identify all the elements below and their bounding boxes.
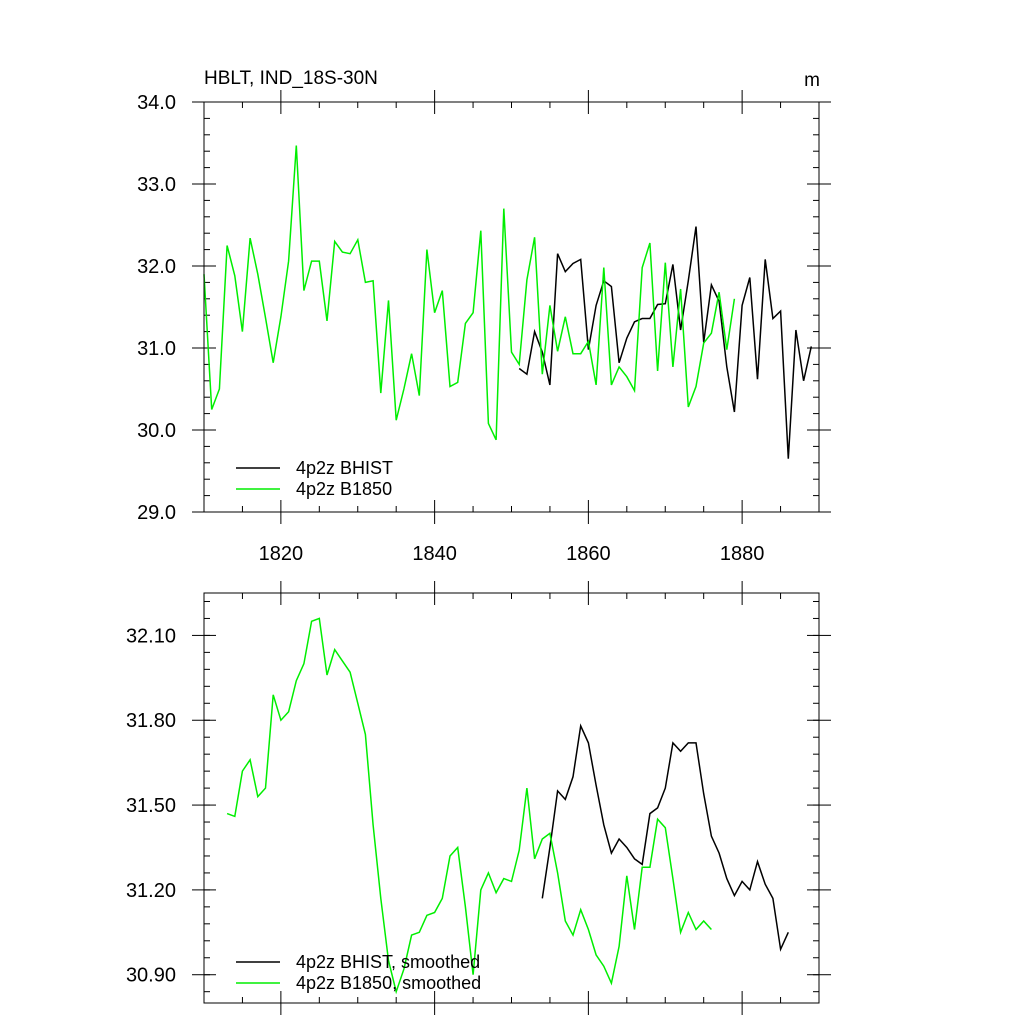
legend-label: 4p2z B1850 — [296, 479, 392, 499]
bottom-chart-panel: 30.90 31.20 31.50 31.80 32.10 4p2z BHIST, sm… — [126, 581, 831, 1015]
x-tick-label: 1880 — [720, 543, 765, 565]
bottom-chart-ticks: 30.90 31.20 31.50 31.80 32.10 — [126, 581, 831, 1015]
legend-label: 4p2z B1850, smoothed — [296, 973, 481, 993]
y-tick-label: 32.10 — [126, 625, 176, 647]
bottom-chart-series — [226, 617, 789, 995]
y-tick-label: 30.90 — [126, 965, 176, 987]
y-tick-label: 31.50 — [126, 795, 176, 817]
y-tick-label: 32.0 — [137, 256, 176, 278]
y-tick-label: 30.0 — [137, 420, 176, 442]
x-tick-label: 1840 — [412, 543, 457, 565]
y-tick-label: 31.0 — [137, 338, 176, 360]
y-tick-label: 29.0 — [137, 502, 176, 524]
series-line-bhist — [518, 226, 813, 459]
y-tick-label: 33.0 — [137, 174, 176, 196]
top-chart-ticks: 29.0 30.0 31.0 32.0 33.0 34.0 1820 1840 1860 1880 — [137, 90, 831, 565]
x-tick-label: 1820 — [259, 543, 304, 565]
legend-label: 4p2z BHIST — [296, 458, 393, 478]
series-line-bhist — [541, 723, 789, 952]
chart-units: m — [804, 70, 820, 91]
top-chart-series — [203, 145, 813, 459]
bottom-chart-plot-frame — [203, 592, 820, 1004]
y-tick-label: 31.80 — [126, 710, 176, 732]
chart-title: HBLT, IND_18S-30N — [204, 68, 378, 89]
y-tick-label: 31.20 — [126, 880, 176, 902]
series-line-b1850 — [226, 617, 712, 995]
legend-label: 4p2z BHIST, smoothed — [296, 952, 480, 972]
top-chart-plot-frame — [203, 101, 820, 513]
x-tick-label: 1860 — [566, 543, 611, 565]
top-chart-panel: HBLT, IND_18S-30N m 29.0 30.0 31.0 32.0 33.0… — [137, 68, 831, 565]
series-line-b1850 — [203, 145, 736, 441]
y-tick-label: 34.0 — [137, 92, 176, 114]
